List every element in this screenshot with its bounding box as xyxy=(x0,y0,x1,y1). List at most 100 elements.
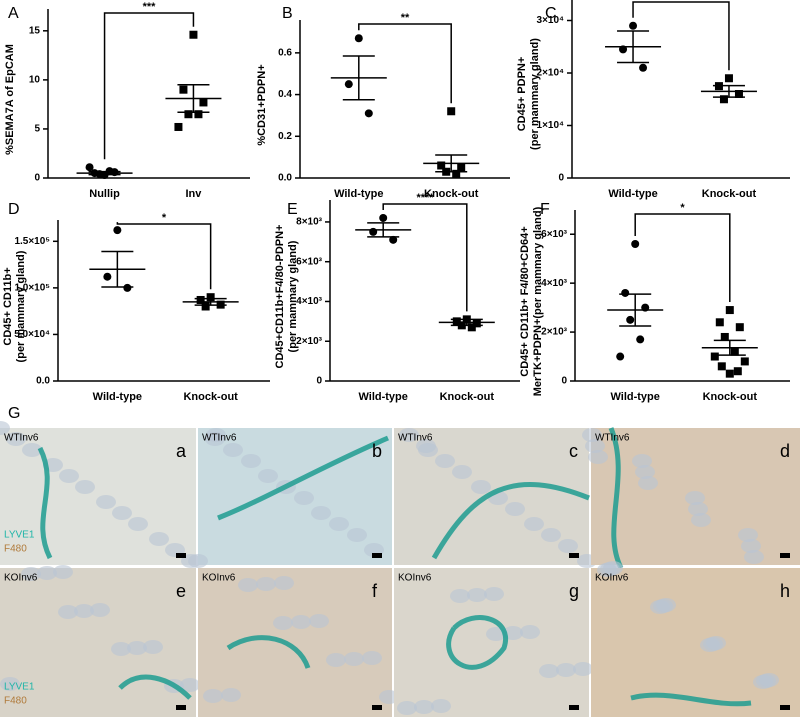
cell xyxy=(585,439,605,453)
micrograph-letter: d xyxy=(780,441,790,461)
y-axis-label: %CD31+PDPN+ xyxy=(256,64,268,145)
x-tick-label: Knock-out xyxy=(440,391,495,403)
micrograph: WTInv6 a LYVE1 F480 xyxy=(0,421,201,568)
data-point xyxy=(730,347,739,356)
data-point xyxy=(457,163,466,172)
y-tick-label: 0.6 xyxy=(278,47,292,58)
micrograph-caption: KOInv6 xyxy=(202,573,236,584)
cell xyxy=(362,651,382,665)
lyve1-stain xyxy=(446,615,509,670)
data-point xyxy=(631,240,640,249)
cell xyxy=(738,528,758,542)
significance: **** xyxy=(416,192,434,204)
data-point xyxy=(639,63,648,72)
micrograph: KOInv6 e LYVE1 F480 xyxy=(0,565,200,717)
cell xyxy=(638,476,658,490)
significance-bracket xyxy=(634,213,731,303)
micrograph: WTInv6 c xyxy=(394,428,597,568)
y-axis-label: CD45+ PDPN+ xyxy=(516,57,528,132)
micrograph: KOInv6 h xyxy=(591,561,800,717)
data-point xyxy=(733,367,742,376)
micrograph: WTInv6 b xyxy=(188,428,392,568)
y-axis-label: CD45+CD11b+F4/80-PDPN+ xyxy=(274,225,286,369)
cell xyxy=(588,450,608,464)
panel-letter: C xyxy=(545,5,557,22)
micrograph-letter: h xyxy=(780,581,790,601)
cell xyxy=(58,605,78,619)
significance-bracket xyxy=(632,1,730,71)
cell xyxy=(127,641,147,655)
cell xyxy=(274,576,294,590)
y-tick-label: 0.2 xyxy=(278,131,292,142)
significance: ** xyxy=(401,12,410,24)
data-point xyxy=(194,110,203,119)
lyve1-stain xyxy=(217,435,389,521)
data-point xyxy=(724,74,733,83)
cell xyxy=(524,517,544,531)
cell xyxy=(238,578,258,592)
cell xyxy=(556,663,576,677)
cell xyxy=(484,587,504,601)
cell xyxy=(347,528,367,542)
cell xyxy=(37,566,57,580)
data-point xyxy=(452,169,461,178)
cell xyxy=(467,588,487,602)
panel-letter: B xyxy=(282,5,293,22)
y-tick-label: 0 xyxy=(34,173,40,184)
cell xyxy=(59,469,79,483)
scale-bar xyxy=(372,705,382,710)
micrograph-letter: f xyxy=(372,581,378,601)
scale-bar xyxy=(780,705,790,710)
stain-label: LYVE1 xyxy=(4,682,35,693)
cell xyxy=(744,550,764,564)
stain-label: F480 xyxy=(4,696,27,707)
data-point xyxy=(369,227,378,236)
cell xyxy=(188,554,208,568)
x-tick-label: Wild-type xyxy=(334,188,383,200)
lyve1-stain xyxy=(226,635,311,669)
data-point xyxy=(720,332,729,341)
significance-bracket xyxy=(382,203,468,312)
significance: * xyxy=(679,0,684,2)
cell xyxy=(74,604,94,618)
stain-label: LYVE1 xyxy=(4,530,35,541)
data-point xyxy=(467,323,476,332)
cell xyxy=(206,428,226,442)
cell xyxy=(471,480,491,494)
micrograph-letter: g xyxy=(569,581,579,601)
cell xyxy=(541,528,561,542)
micrograph-image xyxy=(591,568,800,717)
data-point xyxy=(725,369,734,378)
stain-label: F480 xyxy=(4,544,27,555)
data-point xyxy=(344,80,353,89)
data-point xyxy=(621,288,630,297)
micrograph-caption: KOInv6 xyxy=(4,573,38,584)
cell xyxy=(0,421,10,435)
y-tick-label: 0 xyxy=(561,376,567,387)
cell xyxy=(685,491,705,505)
cell xyxy=(241,454,261,468)
cell xyxy=(96,495,116,509)
cell xyxy=(273,616,293,630)
panel-letter: G xyxy=(8,405,20,422)
y-tick-label: 2×10³ xyxy=(541,327,568,338)
lyve1-stain xyxy=(630,692,752,707)
data-point xyxy=(636,335,645,344)
y-tick-label: 0 xyxy=(558,173,564,184)
cell xyxy=(582,428,602,442)
micrograph: KOInv6 f xyxy=(198,568,399,717)
data-point xyxy=(447,107,456,116)
data-point xyxy=(735,323,744,332)
data-point xyxy=(437,161,446,170)
panel-letter: D xyxy=(8,201,20,218)
cell xyxy=(558,539,578,553)
panel-letter: A xyxy=(8,5,19,22)
lyve1-stain xyxy=(431,482,590,560)
y-tick-label: 1×10⁴ xyxy=(537,120,565,131)
y-tick-label: 2×10³ xyxy=(296,336,323,347)
data-point xyxy=(452,317,461,326)
y-axis-label: (per mammary gland) xyxy=(15,250,27,362)
cell xyxy=(573,662,593,676)
cell xyxy=(435,454,455,468)
micrograph-letter: a xyxy=(176,441,187,461)
